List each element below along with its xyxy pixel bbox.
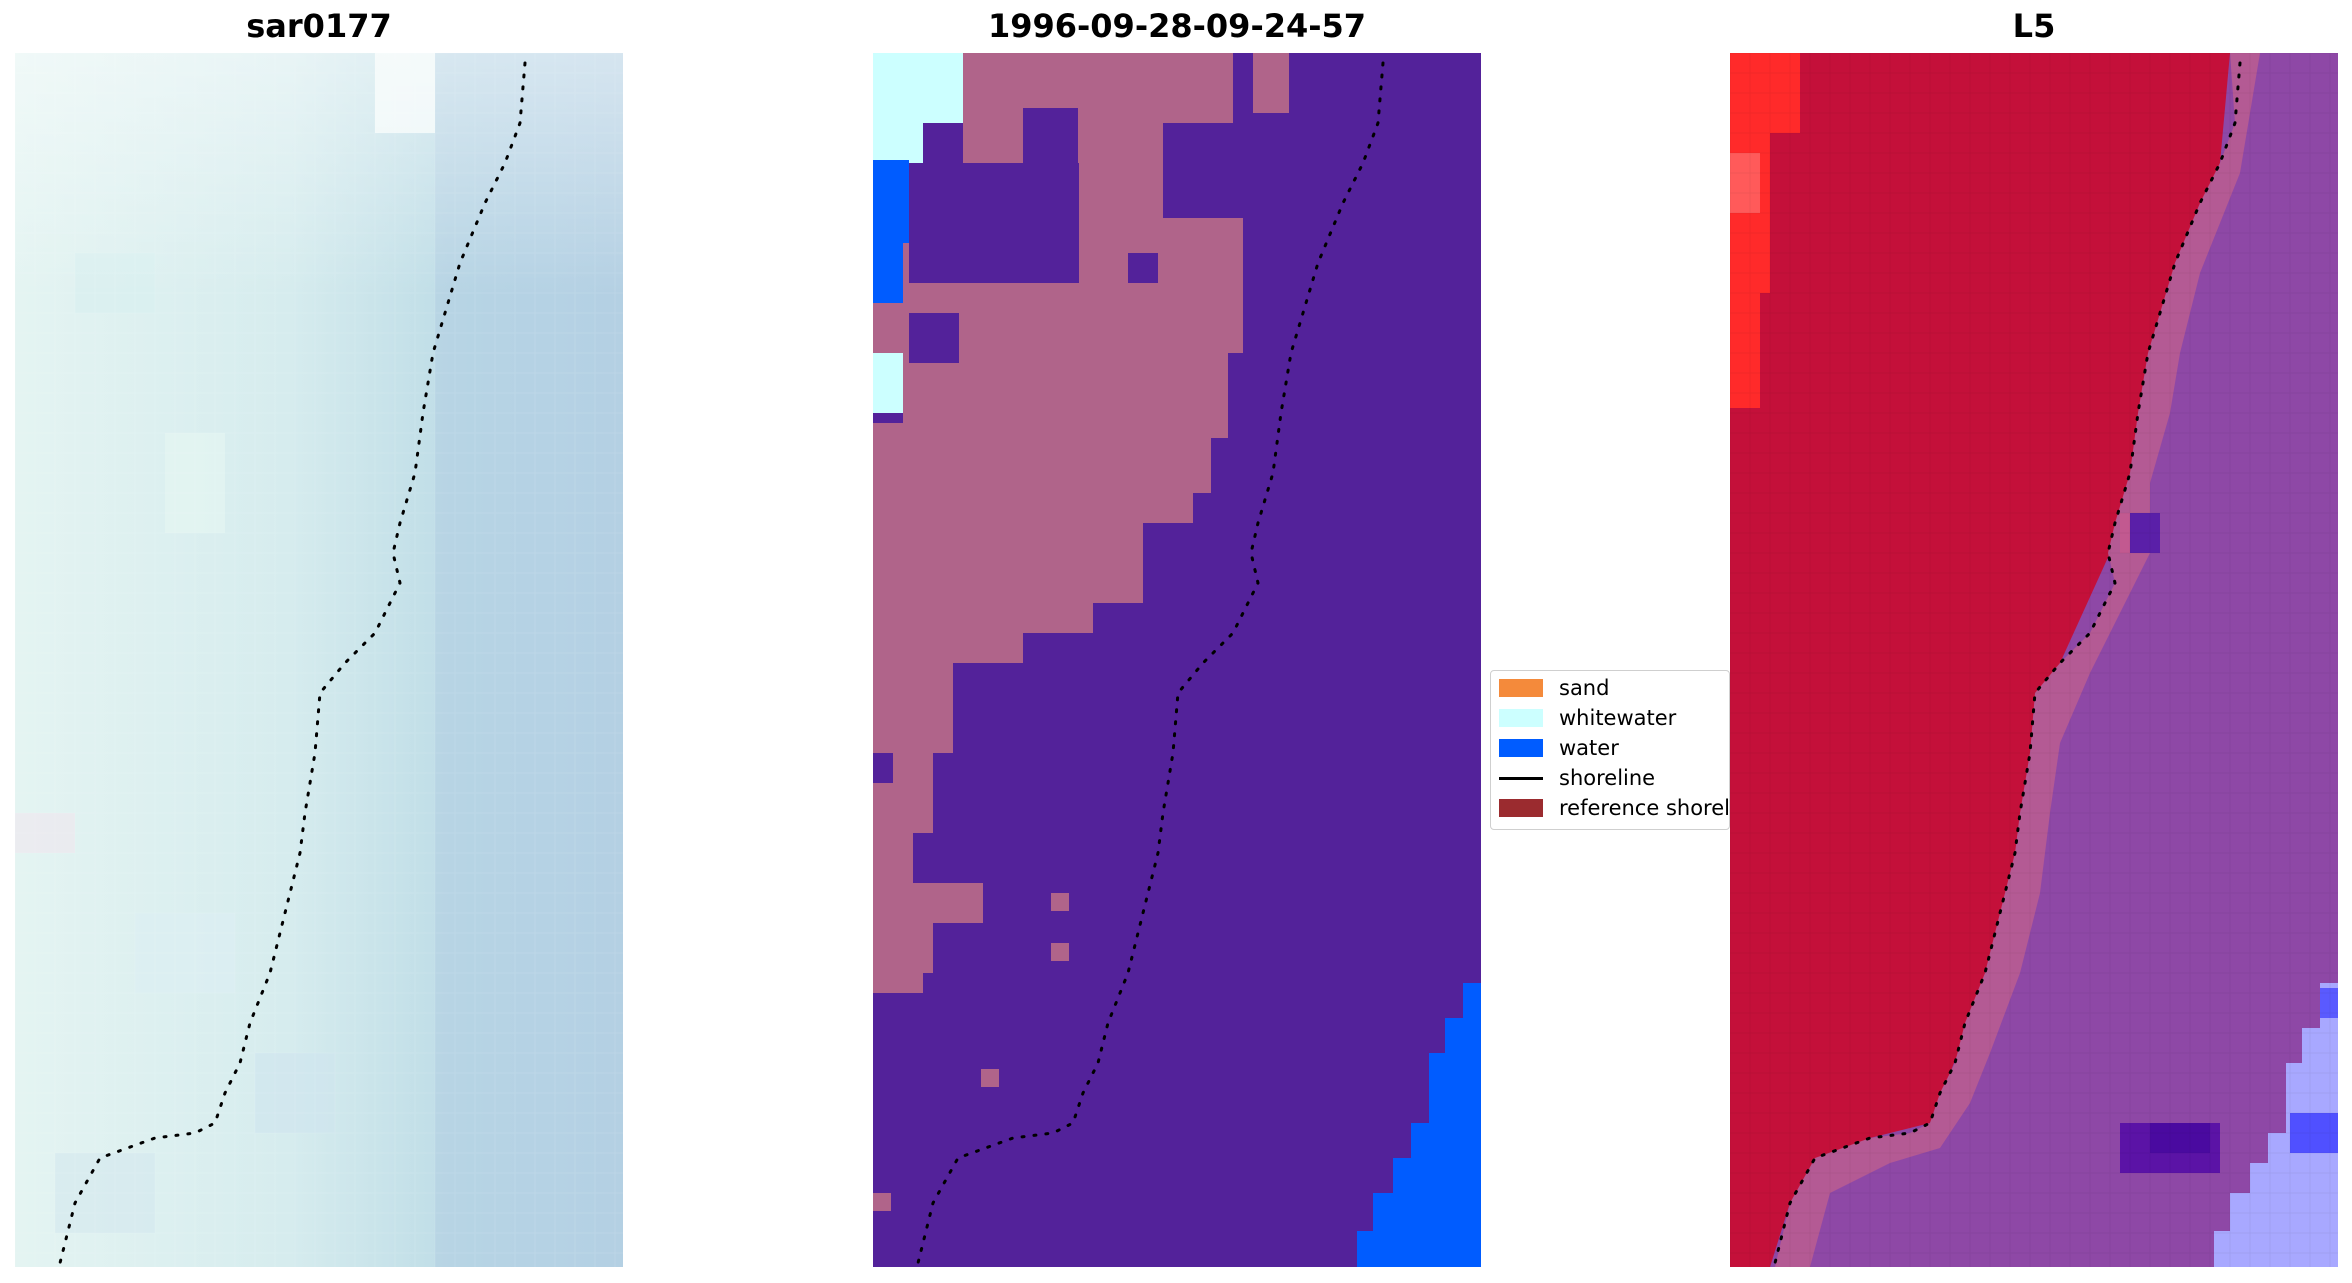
rgb-image-panel: [15, 53, 623, 1267]
shoreline-trace: [916, 61, 1385, 1265]
whitewater-swatch: [1499, 709, 1543, 727]
legend-label: whitewater: [1559, 706, 1677, 730]
shoreline-trace: [1773, 61, 2242, 1265]
legend-label: water: [1559, 736, 1619, 760]
classification-map: [873, 53, 1481, 1267]
classification-panel: [873, 53, 1481, 1267]
rgb-image: [15, 53, 623, 1267]
legend-item-whitewater: whitewater: [1499, 705, 1676, 731]
legend-item-sand: sand: [1499, 675, 1609, 701]
legend-item-reference-shoreline: reference shoreline: [1499, 795, 1730, 821]
legend-label: shoreline: [1559, 766, 1656, 790]
legend-item-water: water: [1499, 735, 1619, 761]
middle-panel-title: 1996-09-28-09-24-57: [987, 7, 1367, 45]
sand-swatch: [1499, 679, 1543, 697]
left-panel-title: sar0177: [246, 7, 392, 45]
legend: sand whitewater water shoreline referenc…: [1490, 670, 1730, 830]
water-swatch: [1499, 739, 1543, 757]
legend-item-shoreline: shoreline: [1499, 765, 1655, 791]
legend-label: sand: [1559, 676, 1610, 700]
swir-image-panel: [1730, 53, 2338, 1267]
right-panel-title: L5: [2012, 7, 2056, 45]
swir-image: [1730, 53, 2338, 1267]
shoreline-line-swatch: [1499, 776, 1543, 780]
legend-label: reference shoreline: [1559, 796, 1730, 820]
reference-shoreline-swatch: [1499, 799, 1543, 817]
shoreline-trace: [58, 61, 527, 1265]
